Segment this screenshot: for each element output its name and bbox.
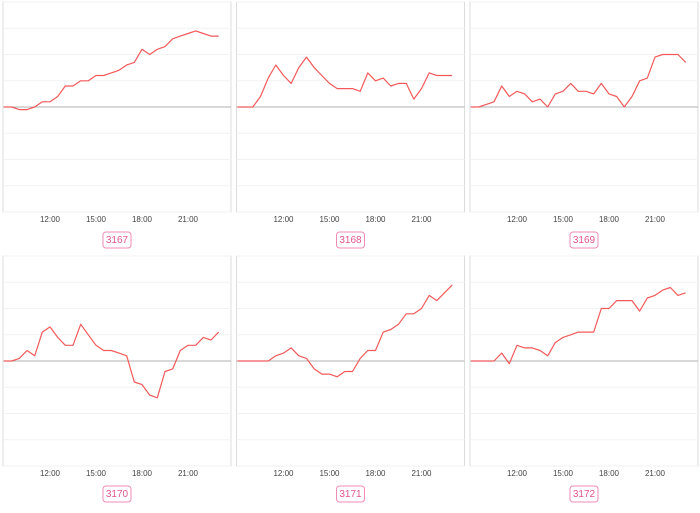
x-tick-label: 12:00: [507, 215, 528, 224]
x-tick-label: 12:00: [40, 469, 61, 478]
chart-panel: 12:00 15:00 18:00 21:00 3172: [469, 255, 699, 503]
x-tick-label: 15:00: [319, 215, 340, 224]
chart-title: 3167: [106, 235, 129, 246]
x-tick-label: 15:00: [553, 469, 574, 478]
title-box: [569, 231, 599, 249]
x-tick-label: 21:00: [411, 469, 432, 478]
x-tick-label: 15:00: [553, 215, 574, 224]
chart-title: 3172: [573, 489, 596, 500]
x-tick-label: 21:00: [178, 215, 199, 224]
x-tick-label: 15:00: [319, 469, 340, 478]
data-line: [237, 284, 453, 378]
x-tick-label: 15:00: [86, 469, 107, 478]
title-box: [569, 485, 599, 503]
data-line: [237, 56, 453, 108]
x-tick-label: 21:00: [645, 469, 666, 478]
chart-title: 3169: [573, 235, 596, 246]
x-tick-label: 12:00: [40, 215, 61, 224]
x-tick-label: 15:00: [86, 215, 107, 224]
x-tick-label: 12:00: [507, 469, 528, 478]
x-tick-label: 18:00: [132, 469, 153, 478]
chart-title: 3171: [339, 489, 362, 500]
data-line: [4, 323, 220, 399]
chart-panel: 12:00 15:00 18:00 21:00 3169: [469, 1, 699, 249]
chart-panel: 12:00 15:00 18:00 21:00 3167: [2, 1, 232, 249]
title-box: [336, 485, 365, 503]
data-line: [4, 30, 219, 111]
x-tick-label: 21:00: [411, 215, 432, 224]
x-tick-label: 18:00: [132, 215, 153, 224]
x-tick-label: 18:00: [365, 215, 386, 224]
x-tick-label: 12:00: [273, 469, 294, 478]
chart-panel: 12:00 15:00 18:00 21:00 3171: [236, 255, 465, 503]
x-tick-label: 18:00: [365, 469, 386, 478]
chart-panel: 12:00 15:00 18:00 21:00 3170: [2, 255, 232, 503]
x-tick-label: 18:00: [599, 469, 620, 478]
title-box: [102, 231, 132, 249]
chart-title: 3170: [106, 489, 129, 500]
data-line: [471, 286, 686, 365]
x-tick-label: 18:00: [599, 215, 620, 224]
title-box: [336, 231, 365, 249]
x-tick-label: 21:00: [178, 469, 199, 478]
title-box: [102, 485, 132, 503]
x-tick-label: 21:00: [645, 215, 666, 224]
chart-title: 3168: [339, 235, 362, 246]
x-tick-label: 12:00: [273, 215, 294, 224]
data-line: [471, 53, 687, 108]
chart-panel: 12:00 15:00 18:00 21:00 3168: [236, 1, 465, 249]
